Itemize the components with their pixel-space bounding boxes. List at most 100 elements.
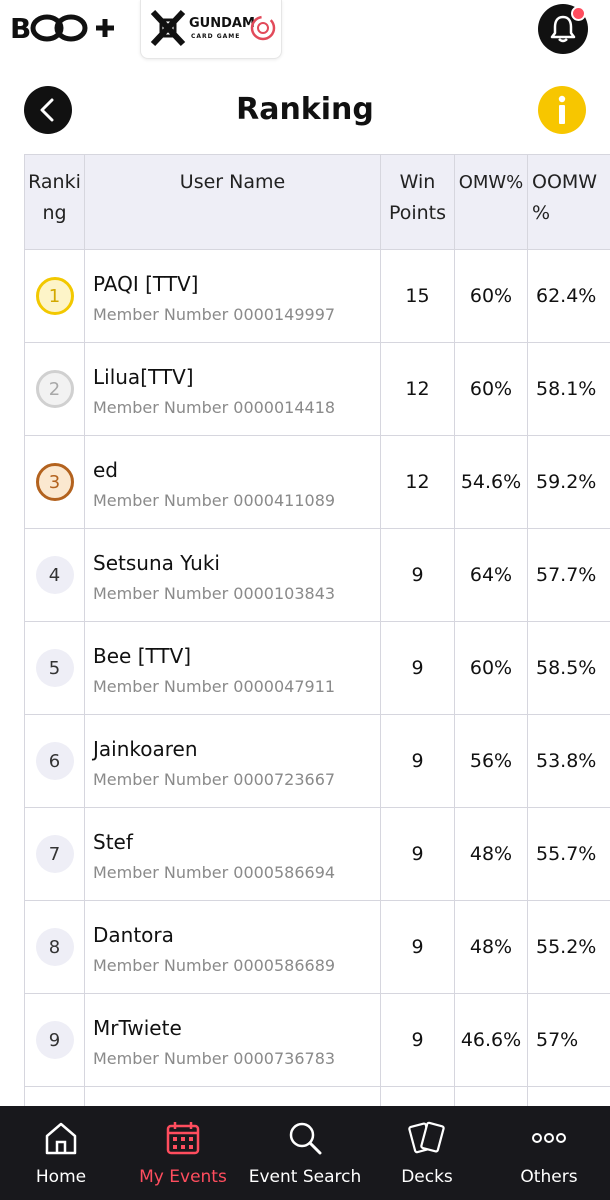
info-icon bbox=[558, 95, 566, 124]
omw-cell: 60% bbox=[454, 621, 528, 715]
game-subtitle: CARD GAME bbox=[191, 33, 241, 40]
user-name: Bee [TTV] bbox=[93, 644, 192, 668]
bell-icon bbox=[550, 15, 576, 43]
rank-badge: 1 bbox=[35, 277, 74, 315]
rank-badge: 8 bbox=[35, 928, 74, 966]
user-name: Jainkoaren bbox=[93, 737, 198, 761]
win-points-cell bbox=[380, 1086, 455, 1106]
rank-cell: 2 bbox=[24, 342, 85, 436]
top-bar: B GUNDAM CARD GAME bbox=[0, 0, 610, 60]
table-header-row: Ranki ng User Name Win Points OMW% OOMW … bbox=[24, 154, 610, 250]
header-user-name: User Name bbox=[84, 154, 381, 250]
win-points-cell: 9 bbox=[380, 621, 455, 715]
cards-icon bbox=[408, 1121, 445, 1154]
member-number: Member Number 0000103843 bbox=[93, 584, 336, 603]
win-points-cell: 9 bbox=[380, 528, 455, 622]
table-row[interactable]: 6 Jainkoaren Member Number 0000723667 9 56% 5… bbox=[24, 714, 610, 808]
user-cell: ed Member Number 0000411089 bbox=[84, 435, 381, 529]
notification-dot bbox=[571, 6, 586, 21]
game-title: GUNDAM bbox=[189, 16, 255, 31]
header-ranking: Ranki ng bbox=[24, 154, 85, 250]
user-cell: Stef Member Number 0000586694 bbox=[84, 807, 381, 901]
omw-cell: 60% bbox=[454, 342, 528, 436]
oomw-cell: 59.2% bbox=[527, 435, 610, 529]
win-points-cell: 9 bbox=[380, 807, 455, 901]
nav-home-label: Home bbox=[35, 1167, 87, 1187]
user-cell: Dantora Member Number 0000586689 bbox=[84, 900, 381, 994]
member-number: Member Number 0000411089 bbox=[93, 491, 336, 510]
win-points-cell: 15 bbox=[380, 249, 455, 343]
table-row[interactable]: 4 Setsuna Yuki Member Number 0000103843 9 64… bbox=[24, 528, 610, 622]
ranking-table-container[interactable]: Ranki ng User Name Win Points OMW% OOMW … bbox=[24, 154, 610, 1106]
nav-others[interactable]: Others bbox=[488, 1106, 610, 1200]
member-number: Member Number 0000047911 bbox=[93, 677, 336, 696]
nav-my-events-label: My Events bbox=[139, 1167, 227, 1187]
user-name: Dantora bbox=[93, 923, 174, 947]
rank-cell: 4 bbox=[24, 528, 85, 622]
search-icon bbox=[289, 1122, 322, 1155]
header-win-points: Win Points bbox=[380, 154, 455, 250]
header-omw: OMW% bbox=[454, 154, 528, 250]
brand-logo: B bbox=[10, 12, 115, 49]
omw-cell bbox=[454, 1086, 528, 1106]
nav-event-search-label: Event Search bbox=[248, 1167, 362, 1187]
table-row[interactable]: 7 Stef Member Number 0000586694 9 48% 55.7% bbox=[24, 807, 610, 901]
rank-cell: 9 bbox=[24, 993, 85, 1087]
rank-cell: 8 bbox=[24, 900, 85, 994]
user-name: MrTwiete bbox=[93, 1016, 182, 1040]
oomw-cell: 53.8% bbox=[527, 714, 610, 808]
user-cell: MrTwiete Member Number 0000736783 bbox=[84, 993, 381, 1087]
rank-cell: 6 bbox=[24, 714, 85, 808]
user-name: ed bbox=[93, 458, 118, 482]
rank-cell: 10 bbox=[24, 1086, 85, 1106]
member-number: Member Number 0000723667 bbox=[93, 770, 336, 789]
omw-cell: 54.6% bbox=[454, 435, 528, 529]
table-row[interactable]: 5 Bee [TTV] Member Number 0000047911 9 60% 58… bbox=[24, 621, 610, 715]
win-points-cell: 12 bbox=[380, 435, 455, 529]
omw-cell: 48% bbox=[454, 807, 528, 901]
member-number: Member Number 0000149997 bbox=[93, 305, 336, 324]
omw-cell: 48% bbox=[454, 900, 528, 994]
rank-badge: 9 bbox=[35, 1021, 74, 1059]
rank-badge: 5 bbox=[35, 649, 74, 687]
rank-badge: 3 bbox=[35, 463, 74, 501]
oomw-cell: 55.2% bbox=[527, 900, 610, 994]
page-title: Ranking bbox=[236, 92, 374, 127]
gundam-card-game-logo: GUNDAM CARD GAME bbox=[140, 0, 282, 59]
member-number: Member Number 0000586694 bbox=[93, 863, 336, 882]
table-row[interactable]: 9 MrTwiete Member Number 0000736783 9 46.6% 5… bbox=[24, 993, 610, 1087]
rank-badge: 6 bbox=[35, 742, 74, 780]
win-points-cell: 12 bbox=[380, 342, 455, 436]
nav-my-events[interactable]: My Events bbox=[122, 1106, 244, 1200]
chevron-left-icon bbox=[40, 98, 54, 122]
win-points-cell: 9 bbox=[380, 714, 455, 808]
oomw-cell bbox=[527, 1086, 610, 1106]
nav-event-search[interactable]: Event Search bbox=[244, 1106, 366, 1200]
table-row[interactable]: 2 Lilua[TTV] Member Number 0000014418 12 60%… bbox=[24, 342, 610, 436]
rank-cell: 3 bbox=[24, 435, 85, 529]
nav-decks[interactable]: Decks bbox=[366, 1106, 488, 1200]
nav-home[interactable]: Home bbox=[0, 1106, 122, 1200]
user-cell: Setsuna Yuki Member Number 0000103843 bbox=[84, 528, 381, 622]
rank-cell: 1 bbox=[24, 249, 85, 343]
user-cell: Goldshell [TTV]Member Number bbox=[84, 1086, 381, 1106]
user-cell: Bee [TTV] Member Number 0000047911 bbox=[84, 621, 381, 715]
oomw-cell: 62.4% bbox=[527, 249, 610, 343]
table-row[interactable]: 1 PAQI [TTV] Member Number 0000149997 15 60%… bbox=[24, 249, 610, 343]
win-points-cell: 9 bbox=[380, 993, 455, 1087]
header-oomw: OOMW % bbox=[527, 154, 610, 250]
omw-cell: 60% bbox=[454, 249, 528, 343]
user-name: Stef bbox=[93, 830, 133, 854]
notifications-button[interactable] bbox=[538, 4, 588, 54]
back-button[interactable] bbox=[24, 86, 72, 134]
table-row[interactable]: 10Goldshell [TTV]Member Number bbox=[24, 1086, 610, 1106]
omw-cell: 56% bbox=[454, 714, 528, 808]
member-number: Member Number 0000014418 bbox=[93, 398, 336, 417]
omw-cell: 46.6% bbox=[454, 993, 528, 1087]
info-button[interactable] bbox=[538, 86, 586, 134]
home-icon bbox=[45, 1122, 77, 1155]
table-row[interactable]: 8 Dantora Member Number 0000586689 9 48% 55.2… bbox=[24, 900, 610, 994]
swirl-icon bbox=[250, 15, 276, 41]
table-row[interactable]: 3 ed Member Number 0000411089 12 54.6% 59.2% bbox=[24, 435, 610, 529]
rank-cell: 5 bbox=[24, 621, 85, 715]
